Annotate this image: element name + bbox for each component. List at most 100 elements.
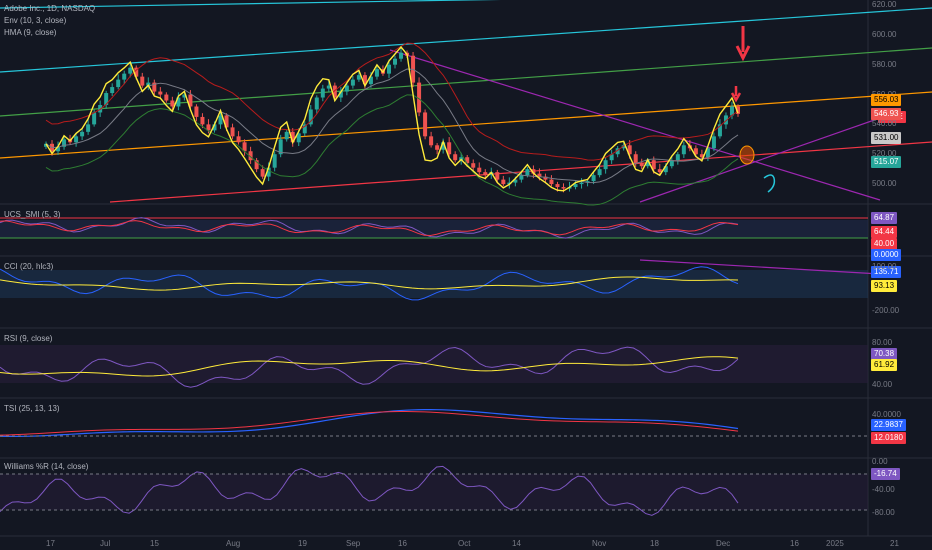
candle: [212, 124, 217, 131]
red-arrow-small: [730, 86, 742, 103]
candle: [693, 148, 698, 155]
candle: [224, 115, 229, 128]
candle: [80, 131, 85, 137]
candle: [729, 106, 734, 116]
time-axis-tick: Dec: [716, 539, 731, 548]
candle: [344, 85, 349, 92]
candle: [110, 87, 115, 94]
candle: [368, 76, 373, 85]
cci-pane-label: CCI (20, hlc3): [4, 262, 54, 271]
indicator-value-label: 64.44: [871, 226, 898, 238]
upper-cyan-trendline: [0, 0, 501, 9]
cyan-trendline: [0, 7, 932, 73]
smi-band: [0, 220, 868, 238]
indicator-value-label: 0.0000: [871, 249, 902, 261]
candle: [717, 124, 722, 137]
time-axis-tick: Aug: [226, 539, 241, 548]
price-label: 531.00: [871, 131, 902, 144]
tsi-line: [0, 409, 739, 438]
candle: [603, 160, 608, 170]
candle: [663, 166, 668, 173]
candle: [429, 136, 434, 146]
candle: [645, 160, 650, 167]
rsi-pane-label: RSI (9, close): [4, 334, 53, 343]
candle: [531, 169, 536, 174]
candle: [621, 145, 626, 149]
candle: [122, 73, 127, 80]
price-axis-tick: 540.00: [872, 119, 897, 129]
time-axis-tick: Sep: [346, 539, 361, 548]
candle: [543, 176, 548, 180]
candle: [278, 139, 283, 155]
candle: [669, 160, 674, 167]
candle: [633, 154, 638, 164]
indicator-axis-tick: -80.00: [872, 508, 895, 517]
candle: [393, 58, 398, 65]
cci-trendline: [639, 259, 881, 275]
price-label: 556.03: [871, 94, 902, 107]
hma-line: [45, 45, 739, 192]
candle: [302, 124, 307, 134]
candle: [170, 100, 175, 107]
rsi-signal: [0, 356, 739, 377]
indicator-value-label: 12.0180: [871, 432, 906, 444]
candle: [579, 182, 584, 185]
candle: [284, 131, 289, 140]
candle: [555, 184, 560, 188]
time-axis-tick: Nov: [592, 539, 607, 548]
candle: [423, 112, 428, 137]
candle: [248, 151, 253, 161]
candle: [537, 173, 542, 177]
candle: [92, 112, 97, 125]
indicator-value-label: 22.9837: [871, 419, 906, 431]
candle: [736, 106, 740, 114]
candle: [74, 136, 79, 143]
candle: [152, 82, 157, 92]
candle: [591, 175, 596, 182]
smi-line: [0, 217, 739, 239]
candle: [272, 154, 277, 168]
candle: [483, 172, 488, 176]
candle: [675, 154, 680, 161]
williams-band: [0, 474, 868, 510]
price-axis-tick: 500.00: [872, 179, 897, 189]
rsi-line: [0, 346, 739, 388]
candle: [188, 94, 193, 107]
candle: [56, 146, 61, 152]
price-label: 515.07: [871, 155, 902, 168]
candle: [242, 142, 247, 152]
purple-descending-trendline: [389, 49, 881, 201]
candle: [266, 167, 271, 177]
indicator-value-label: 135.71: [871, 266, 902, 278]
candle: [338, 91, 343, 98]
candle: [609, 154, 614, 161]
candle: [236, 136, 241, 143]
candle: [134, 67, 139, 77]
candle: [320, 88, 325, 98]
candle: [471, 163, 476, 168]
candle: [218, 115, 223, 125]
indicator-value-label: 70.38: [871, 348, 898, 360]
time-axis-tick: Oct: [458, 539, 471, 548]
indicator-axis-tick: 80.00: [872, 338, 893, 347]
candle: [477, 167, 482, 173]
candle: [435, 145, 440, 150]
candle: [116, 79, 121, 88]
candle: [597, 169, 602, 176]
williams-pane-label: Williams %R (14, close): [4, 462, 89, 471]
tsi-pane-label: TSI (25, 13, 13): [4, 404, 60, 413]
candle: [296, 133, 301, 143]
envelope-basis: [45, 68, 739, 184]
time-axis-tick: 14: [512, 539, 521, 548]
candle: [585, 181, 590, 183]
candle: [399, 52, 404, 59]
indicator-axis-tick: 40.00: [872, 380, 893, 389]
time-axis-tick: 18: [650, 539, 659, 548]
price-axis-tick: 520.00: [872, 149, 897, 159]
candle: [104, 93, 109, 105]
time-axis-tick: Jul: [100, 539, 111, 548]
candle: [573, 184, 578, 188]
candle: [495, 172, 500, 180]
indicator-axis-tick: 100.00: [872, 262, 897, 271]
